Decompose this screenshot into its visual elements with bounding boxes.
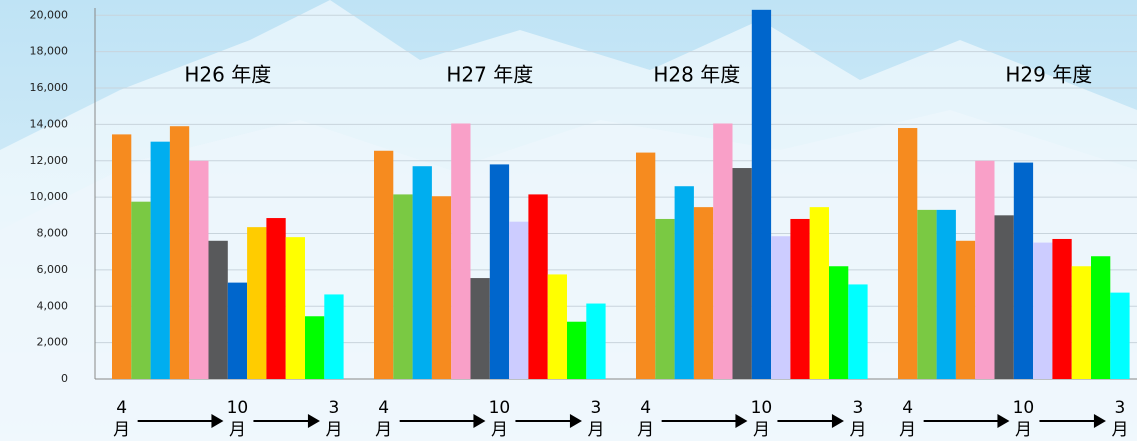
bar — [675, 186, 694, 379]
bar — [1052, 239, 1071, 379]
bar — [713, 123, 732, 379]
bar — [1033, 243, 1052, 379]
x-tick-label: 10月 — [226, 397, 248, 441]
group-label: H29 年度 — [1005, 63, 1092, 87]
bar — [305, 316, 324, 379]
bar — [324, 294, 343, 379]
bar — [131, 202, 150, 379]
y-tick-label: 8,000 — [37, 227, 69, 240]
bar — [898, 128, 917, 379]
bar — [956, 241, 975, 379]
bar — [471, 278, 490, 379]
bar — [393, 194, 412, 379]
y-tick-label: 12,000 — [30, 154, 69, 167]
bar — [247, 227, 266, 379]
bar — [733, 168, 752, 379]
x-tick-label: 4月 — [635, 397, 657, 441]
bar — [995, 215, 1014, 379]
bar — [266, 218, 285, 379]
bar — [286, 237, 305, 379]
bar — [790, 219, 809, 379]
group-label: H27 年度 — [446, 63, 533, 87]
bar — [413, 166, 432, 379]
x-tick-label: 3月 — [847, 397, 869, 441]
x-tick-label: 4月 — [373, 397, 395, 441]
bar — [189, 161, 208, 379]
bar — [528, 194, 547, 379]
bar — [810, 207, 829, 379]
y-tick-label: 16,000 — [30, 81, 69, 94]
bar — [1072, 266, 1091, 379]
y-tick-label: 6,000 — [37, 263, 69, 276]
bar — [170, 126, 189, 379]
bar — [771, 236, 790, 379]
bar — [112, 134, 131, 379]
group-label: H28 年度 — [653, 63, 740, 87]
bar — [975, 161, 994, 379]
bar — [451, 123, 470, 379]
chart-page: 0 2,000 4,000 6,000 8,000 10,000 12,000 14,000 1… — [0, 0, 1137, 441]
bar — [1110, 293, 1129, 379]
bar — [752, 10, 771, 379]
y-tick-label: 20,000 — [30, 8, 69, 21]
y-tick-label: 4,000 — [37, 299, 69, 312]
bar — [829, 266, 848, 379]
bar — [374, 151, 393, 379]
bar — [917, 210, 936, 379]
y-tick-label: 10,000 — [30, 190, 69, 203]
bar — [586, 304, 605, 379]
bar — [567, 322, 586, 379]
bar — [548, 274, 567, 379]
x-tick-label: 10月 — [488, 397, 510, 441]
chart: 0 2,000 4,000 6,000 8,000 10,000 12,000 14,000 1… — [0, 0, 1137, 441]
bar — [1091, 256, 1110, 379]
bar — [228, 283, 247, 379]
x-tick-label: 4月 — [111, 397, 133, 441]
bar — [432, 196, 451, 379]
y-tick-label: 14,000 — [30, 117, 69, 130]
bar — [937, 210, 956, 379]
x-tick-label: 4月 — [897, 397, 919, 441]
y-tick-label: 18,000 — [30, 45, 69, 58]
bar — [151, 142, 170, 379]
bar — [636, 153, 655, 379]
y-tick-label: 0 — [61, 372, 68, 385]
x-tick-label: 10月 — [1012, 397, 1034, 441]
bar — [209, 241, 228, 379]
bar — [1014, 163, 1033, 379]
y-tick-label: 2,000 — [37, 336, 69, 349]
x-tick-label: 3月 — [585, 397, 607, 441]
x-tick-label: 3月 — [323, 397, 345, 441]
bar — [509, 222, 528, 379]
bar — [848, 284, 867, 379]
group-label: H26 年度 — [184, 63, 271, 87]
bar — [694, 207, 713, 379]
bar — [490, 164, 509, 379]
x-tick-label: 3月 — [1109, 397, 1131, 441]
bar — [655, 219, 674, 379]
x-tick-label: 10月 — [750, 397, 772, 441]
